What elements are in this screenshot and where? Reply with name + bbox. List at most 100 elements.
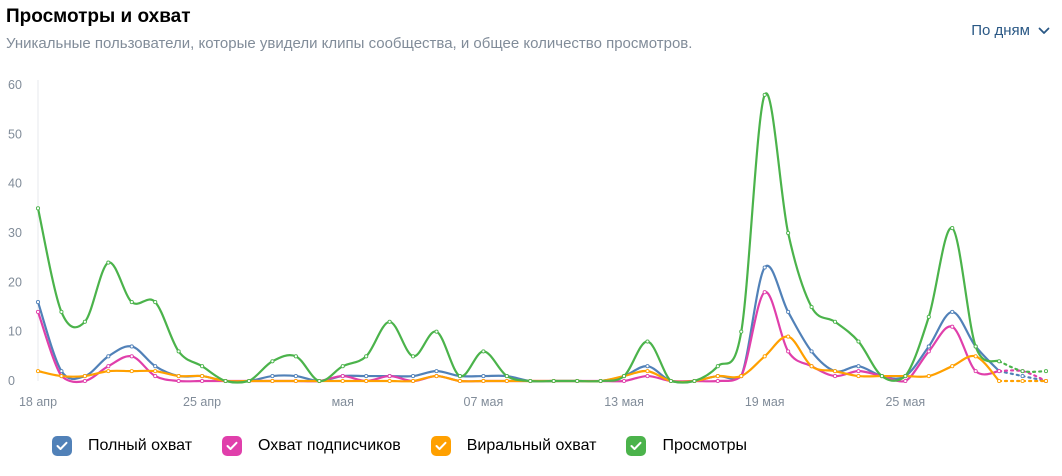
views-point [645,339,650,344]
x-tick-label: мая [332,395,354,409]
viral-reach-point [786,334,791,339]
y-tick-label: 40 [8,177,22,191]
checkbox-icon[interactable] [430,436,451,456]
legend-label: Виральный охват [466,437,597,454]
views-point [82,319,87,324]
views-point [293,354,298,359]
views-point [153,300,158,305]
x-tick-label: 18 апр [19,395,57,409]
viral-reach-point [59,374,64,379]
legend-item[interactable]: Полный охват [52,436,192,456]
period-label: По дням [971,22,1030,39]
views-point [364,354,369,359]
full-reach-point [129,344,134,349]
views-point [762,92,767,97]
y-tick-label: 50 [8,127,22,141]
legend-item[interactable]: Охват подписчиков [222,436,401,456]
chevron-down-icon [1038,27,1050,34]
full-reach-point [364,374,369,379]
legend-label: Полный охват [88,437,193,454]
full-reach-point [786,309,791,314]
x-tick-label: 07 мая [464,395,504,409]
viral-reach-point [293,378,298,384]
subscriber-reach-point [903,378,908,384]
y-tick-label: 10 [8,325,22,339]
views-point [598,378,603,384]
subscriber-reach-point [153,374,158,379]
viral-reach-point [35,369,41,374]
views-point [317,378,322,384]
check-icon [56,441,68,450]
views-point [692,378,697,384]
views-point [176,349,181,354]
views-point [106,260,111,265]
checkbox-icon[interactable] [626,436,647,456]
viral-reach-point [387,378,392,384]
full-reach-point [434,369,439,374]
x-tick-label: 13 мая [604,395,644,409]
subscriber-reach-point [200,378,205,384]
subscriber-reach-point [387,374,392,379]
full-reach-point [856,364,861,369]
viral-reach-point [340,378,345,384]
full-reach-point [293,374,298,379]
subscriber-reach-point [82,378,87,384]
views-point [950,226,955,231]
subscriber-reach-point [973,369,978,374]
views-point [434,329,439,334]
full-reach-point [153,364,158,369]
views-point [739,329,744,334]
full-reach-point [270,374,275,379]
legend-label: Охват подписчиков [258,437,401,454]
views-point [903,374,908,379]
viral-reach-point [504,378,509,384]
full-reach-point [762,265,767,270]
legend-item[interactable]: Просмотры [626,436,747,456]
full-reach-point [35,300,41,305]
legend-item[interactable]: Виральный охват [430,436,597,456]
viral-reach-point [1043,378,1049,384]
views-point [387,319,392,324]
chart-legend: Полный охват Охват подписчиков Виральный о… [52,436,777,456]
views-point [879,374,884,379]
views-point [270,359,275,364]
subscriber-reach-point [832,374,838,379]
views-point [411,354,416,359]
viral-reach-point [832,369,838,374]
views-point [832,319,838,324]
chart-title: Просмотры и охват [6,6,191,27]
views-point [129,300,134,305]
viral-reach-point [1020,378,1025,384]
views-point [223,378,228,384]
views-point [973,344,978,349]
full-reach-point [411,374,416,379]
viral-reach-point [153,369,158,374]
checkbox-icon[interactable] [52,436,72,456]
viral-reach-point [129,369,134,374]
check-icon [226,441,238,450]
subscriber-reach-point [129,354,134,359]
viral-reach-point [200,374,205,379]
views-point [457,374,463,379]
legend-label: Просмотры [662,437,748,454]
subscriber-reach-point [856,369,861,374]
viral-reach-point [645,369,650,374]
views-point [551,378,556,384]
x-tick-label: 25 апр [183,395,221,409]
checkbox-icon[interactable] [222,436,243,456]
views-point [246,378,252,384]
viral-reach-line [36,335,1001,384]
views-point [1020,369,1025,374]
viral-reach-point [176,374,181,379]
viral-reach-point [926,374,931,379]
viral-reach-point [715,374,720,379]
views-point [997,359,1002,364]
subscriber-reach-point [997,369,1002,374]
period-selector[interactable]: По дням [971,22,1050,39]
x-tick-label: 25 мая [885,395,925,409]
subscriber-reach-point [786,349,791,354]
subscriber-reach-point [35,309,41,314]
views-point [59,309,64,314]
views-point [668,378,673,384]
full-reach-line [36,264,1001,384]
